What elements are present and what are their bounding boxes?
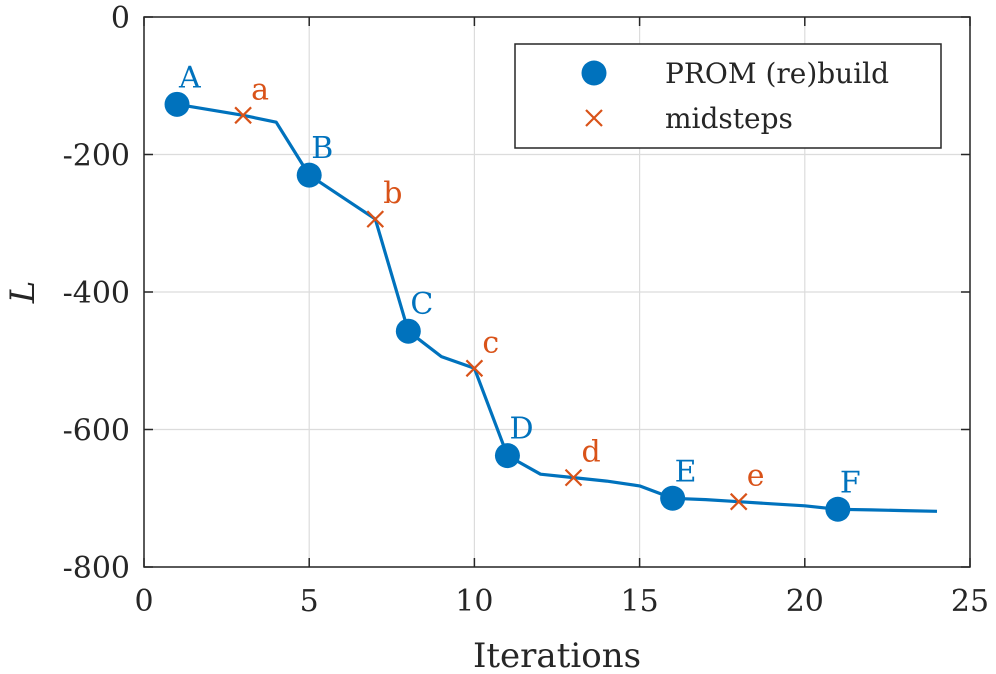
rebuild-point	[494, 443, 520, 469]
legend-rebuild-label: PROM (re)build	[665, 57, 889, 90]
x-tick-label: 15	[621, 584, 659, 619]
x-tick-label: 25	[951, 584, 989, 619]
midstep-point-label: e	[747, 459, 765, 494]
midstep-point	[729, 492, 748, 511]
y-tick-label: -400	[63, 276, 130, 311]
y-tick-label: -600	[63, 414, 130, 449]
legend: PROM (re)build midsteps	[514, 43, 942, 149]
midstep-point	[366, 210, 385, 228]
x-tick-label: 10	[455, 584, 493, 619]
midstep-point	[234, 106, 252, 125]
rebuild-point-label: C	[410, 287, 433, 322]
y-tick-label: -200	[63, 139, 130, 174]
rebuild-point	[164, 91, 190, 117]
x-tick-label: 5	[300, 584, 319, 619]
midstep-point-label: d	[582, 435, 601, 470]
x-axis-label: Iterations	[473, 636, 641, 674]
ticks: 0 5 10 15 20 25 0 -200 -400 -600 -800	[63, 1, 990, 619]
midstep-point-label: b	[383, 176, 402, 211]
y-tick-label: 0	[111, 1, 130, 36]
rebuild-point	[825, 496, 851, 522]
rebuild-point-label: F	[840, 465, 861, 500]
legend-midsteps-label: midsteps	[665, 102, 793, 135]
rebuild-point	[296, 162, 322, 188]
rebuild-point-label: B	[311, 131, 333, 166]
rebuild-point	[395, 318, 421, 344]
y-axis-label: L	[3, 281, 43, 305]
y-tick-label: -800	[63, 551, 130, 586]
midstep-point-label: c	[482, 325, 499, 360]
midstep-point	[465, 359, 484, 378]
midstep-point-label: a	[251, 72, 269, 107]
rebuild-point-label: A	[178, 60, 201, 95]
rebuild-point-label: E	[675, 454, 697, 489]
legend-midsteps-marker	[585, 109, 603, 127]
rebuild-point	[660, 485, 686, 511]
point-label-layer: A B C D E Fa b c d e	[178, 60, 861, 500]
x-tick-label: 0	[134, 584, 153, 619]
rebuild-point-label: D	[509, 412, 533, 447]
marker-layer	[164, 91, 851, 522]
legend-box	[514, 43, 942, 149]
midstep-point	[564, 468, 583, 487]
x-tick-label: 20	[786, 584, 824, 619]
legend-rebuild-marker	[581, 60, 607, 86]
